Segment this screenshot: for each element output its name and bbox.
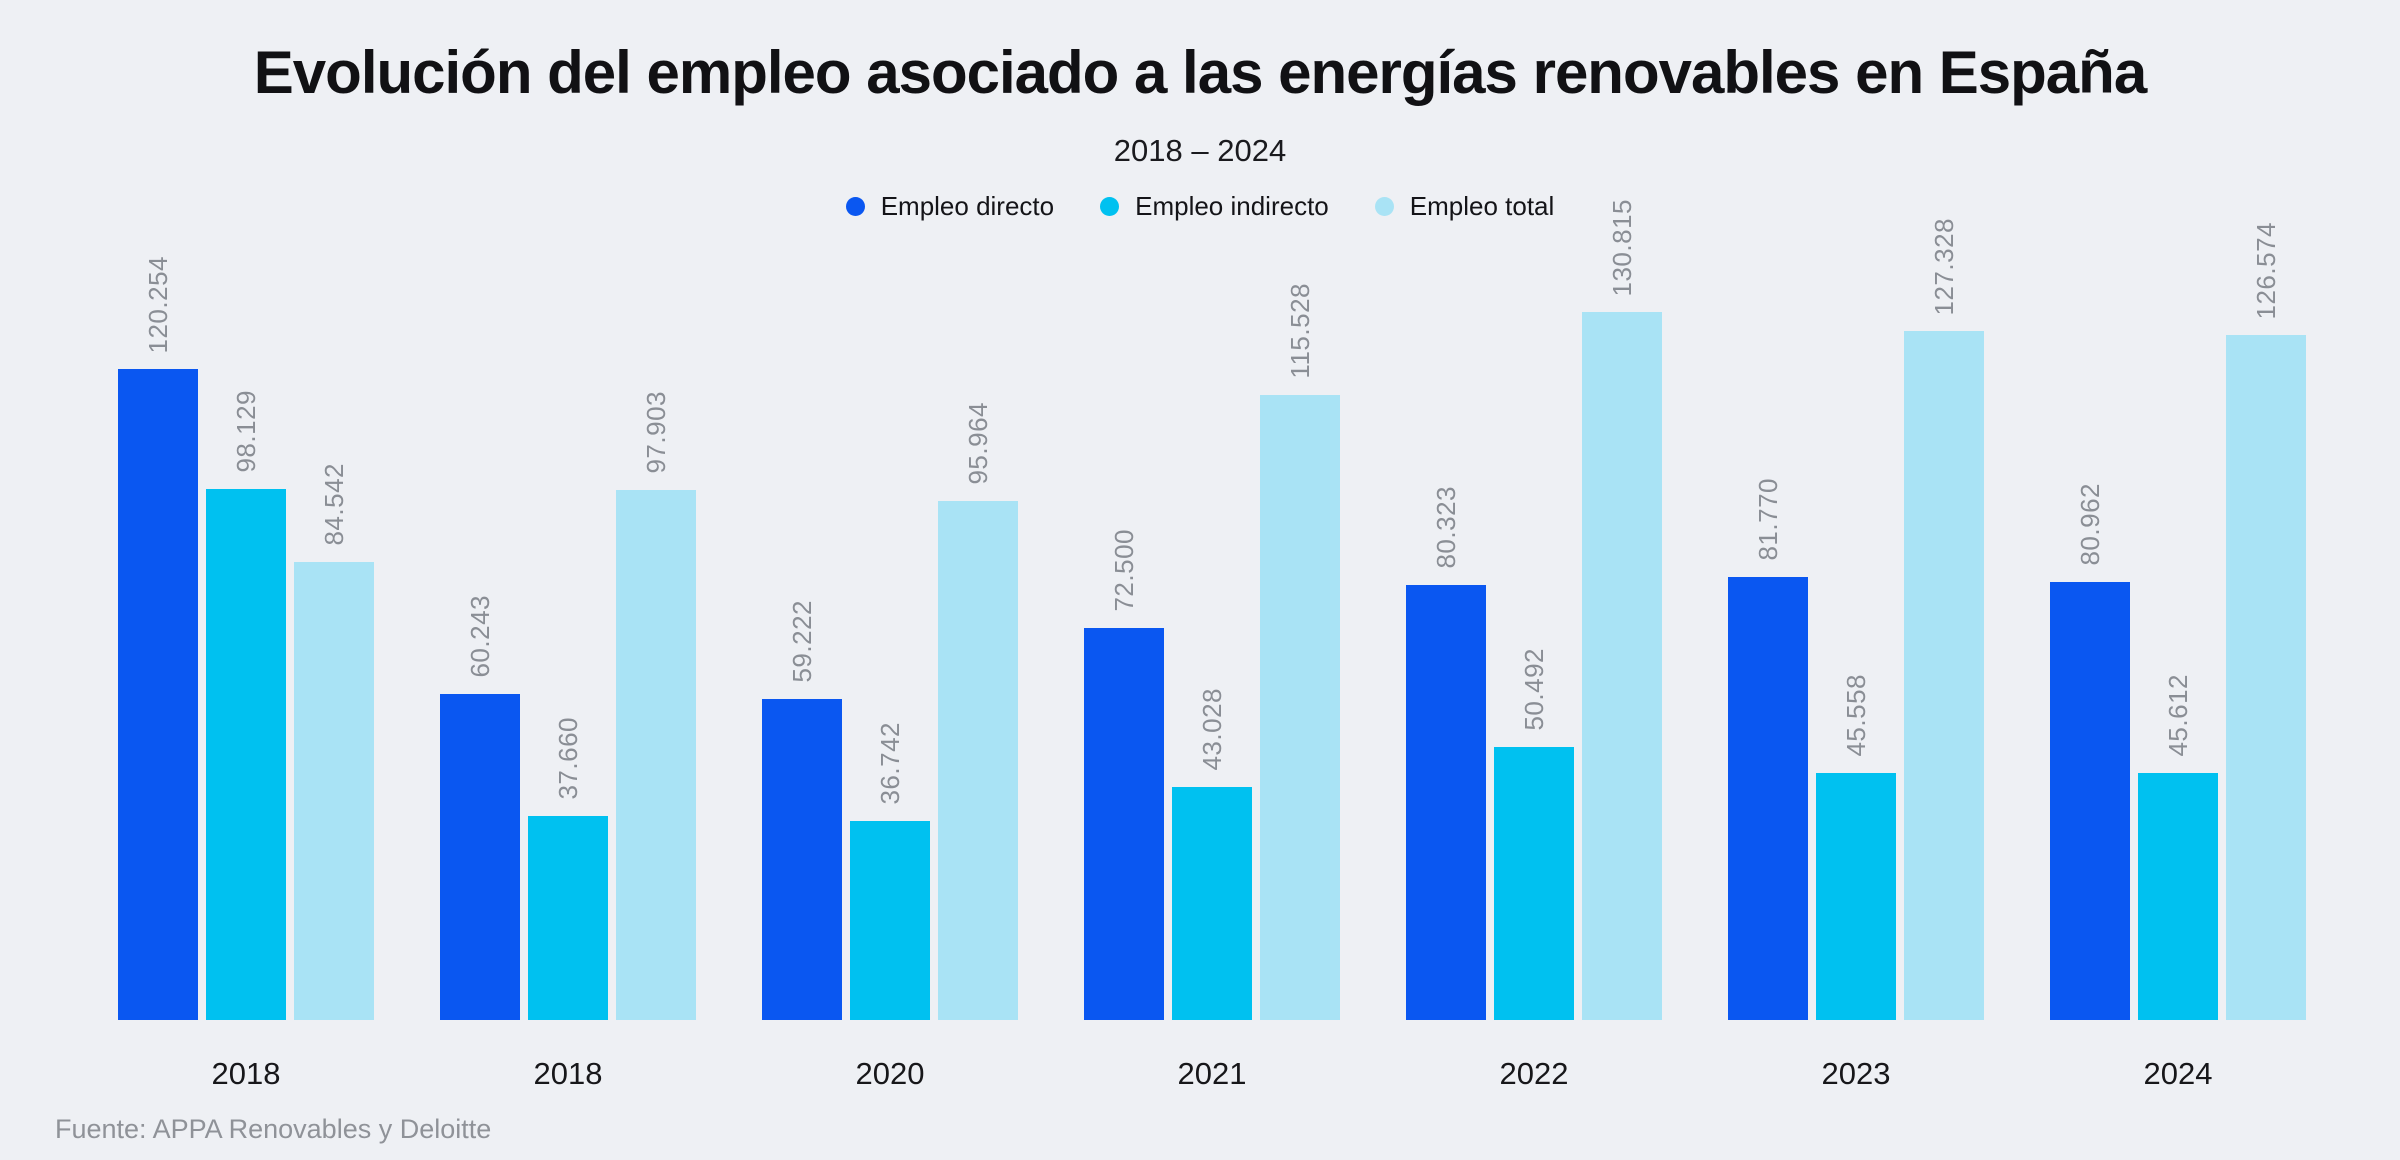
bar-value-label: 36.742: [875, 722, 905, 805]
bar-value-label: 84.542: [319, 463, 349, 546]
x-axis-label: 2024: [2143, 1056, 2213, 1091]
legend-dot-icon: [1374, 197, 1394, 216]
x-axis-label: 2018: [533, 1056, 603, 1091]
bar-empleo-total: 127.328: [1904, 218, 1984, 1020]
bar-value-label: 43.028: [1197, 688, 1227, 771]
x-axis-label: 2018: [211, 1056, 281, 1091]
bar-empleo-total: 130.815: [1582, 199, 1662, 1020]
legend-label: Empleo indirecto: [1135, 191, 1329, 221]
bar-group-2018-1: 60.243 37.660 97.903: [440, 0, 696, 1020]
legend-dot-icon: [1100, 197, 1120, 216]
bar-value-label: 130.815: [1607, 198, 1637, 296]
bar-empleo-directo: 72.500: [1084, 529, 1164, 1020]
bar-value-label: 60.243: [465, 595, 495, 678]
bar-empleo-indirecto: 36.742: [850, 722, 930, 1020]
bar-empleo-directo: 59.222: [762, 600, 842, 1020]
bar-value-label: 98.129: [231, 390, 261, 473]
legend-label: Empleo total: [1409, 191, 1555, 221]
bar-empleo-directo: 80.323: [1406, 486, 1486, 1020]
bar-empleo-indirecto: 37.660: [528, 717, 608, 1020]
bar-group-2022-4: 80.323 50.492 130.815: [1406, 0, 1662, 1020]
bar-empleo-total: 115.528: [1260, 283, 1340, 1020]
legend-label: Empleo directo: [880, 191, 1055, 221]
bar-group-2024-6: 80.962 45.612 126.574: [2050, 0, 2306, 1020]
bar-empleo-total: 97.903: [616, 391, 696, 1020]
bar-empleo-indirecto: 43.028: [1172, 688, 1252, 1020]
source-note: Fuente: APPA Renovables y Deloitte: [55, 1114, 492, 1144]
legend: Empleo directo Empleo indirecto Empleo tot…: [0, 191, 2400, 222]
bar-group-2020-2: 59.222 36.742 95.964: [762, 0, 1018, 1020]
legend-dot-icon: [845, 197, 865, 216]
bar-empleo-directo: 81.770: [1728, 478, 1808, 1020]
bar-empleo-total: 126.574: [2226, 222, 2306, 1020]
bar-value-label: 59.222: [787, 600, 817, 683]
bar-empleo-directo: 120.254: [118, 256, 198, 1020]
bar-value-label: 95.964: [963, 402, 993, 485]
legend-item-2: Empleo total: [1374, 191, 1555, 222]
x-axis-label: 2023: [1821, 1056, 1891, 1091]
bar-empleo-directo: 60.243: [440, 595, 520, 1020]
bar-value-label: 50.492: [1519, 648, 1549, 731]
legend-item-1: Empleo indirecto: [1100, 191, 1329, 222]
legend-item-0: Empleo directo: [845, 191, 1055, 222]
bar-group-2023-5: 81.770 45.558 127.328: [1728, 0, 1984, 1020]
chart-subtitle: 2018 – 2024: [1113, 133, 1287, 168]
bar-value-label: 37.660: [553, 717, 583, 800]
bar-empleo-directo: 80.962: [2050, 483, 2130, 1020]
bar-value-label: 115.528: [1285, 283, 1315, 379]
bar-empleo-total: 84.542: [294, 463, 374, 1020]
bar-value-label: 45.612: [2163, 674, 2193, 757]
bar-value-label: 72.500: [1109, 529, 1139, 612]
bar-group-2018-0: 120.254 98.129 84.542: [118, 0, 374, 1020]
bar-empleo-indirecto: 45.558: [1816, 674, 1896, 1020]
bar-value-label: 127.328: [1929, 217, 1959, 315]
bar-empleo-total: 95.964: [938, 402, 1018, 1020]
bar-group-2021-3: 72.500 43.028 115.528: [1084, 0, 1340, 1020]
plot-area: 120.254 98.129 84.542 60.243 37.660 97.903 59.…: [118, 0, 2308, 1020]
bar-value-label: 126.574: [2251, 221, 2281, 319]
x-axis-label: 2021: [1177, 1056, 1247, 1091]
bar-value-label: 80.323: [1431, 486, 1461, 569]
bar-value-label: 80.962: [2075, 483, 2105, 566]
bar-value-label: 120.254: [143, 255, 173, 353]
x-axis-label: 2020: [855, 1056, 925, 1091]
chart-title: Evolución del empleo asociado a las ener…: [253, 39, 2147, 106]
bar-value-label: 45.558: [1841, 674, 1871, 757]
bar-empleo-indirecto: 45.612: [2138, 674, 2218, 1020]
bar-value-label: 81.770: [1753, 478, 1783, 561]
bar-empleo-indirecto: 98.129: [206, 390, 286, 1020]
x-axis-label: 2022: [1499, 1056, 1569, 1091]
bar-value-label: 97.903: [641, 391, 671, 474]
bar-empleo-indirecto: 50.492: [1494, 648, 1574, 1020]
